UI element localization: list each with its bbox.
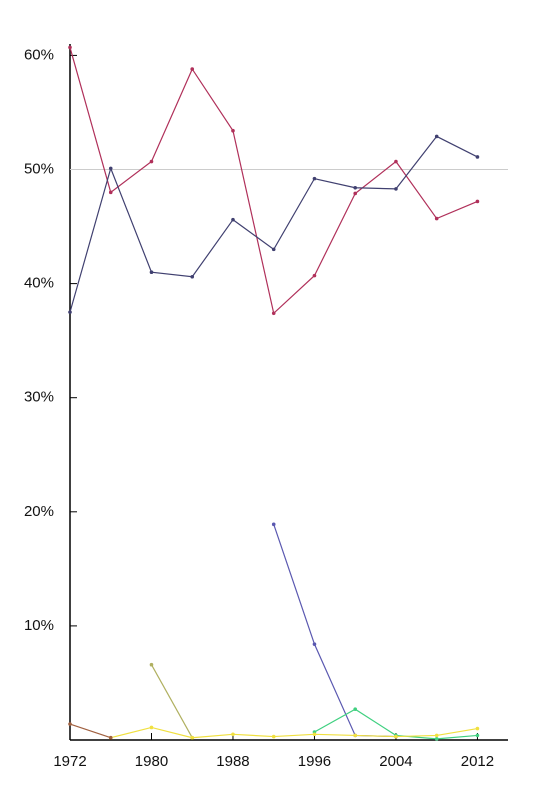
x-tick-label: 2004 bbox=[379, 753, 412, 770]
series-line bbox=[69, 135, 478, 313]
point bbox=[271, 247, 276, 252]
point bbox=[271, 311, 276, 316]
point bbox=[353, 733, 358, 738]
point bbox=[434, 134, 439, 139]
point bbox=[312, 273, 317, 278]
point bbox=[231, 217, 235, 222]
point bbox=[149, 662, 154, 667]
point bbox=[394, 159, 398, 164]
y-tick-label: 60% bbox=[24, 46, 54, 63]
point bbox=[149, 159, 154, 164]
x-tick-label: 1972 bbox=[53, 753, 86, 770]
point bbox=[149, 725, 154, 730]
point bbox=[353, 185, 358, 190]
y-tick-label: 10% bbox=[24, 617, 54, 634]
point bbox=[149, 270, 154, 274]
x-tick-label: 1988 bbox=[216, 753, 249, 770]
point bbox=[68, 45, 72, 50]
y-tick-label: 40% bbox=[24, 275, 54, 292]
point bbox=[475, 155, 480, 159]
series-line bbox=[273, 524, 396, 738]
point bbox=[190, 67, 195, 71]
point bbox=[231, 128, 235, 133]
x-tick-label: 1980 bbox=[135, 753, 168, 770]
point bbox=[394, 734, 398, 739]
point bbox=[108, 735, 113, 740]
point bbox=[353, 191, 358, 196]
point bbox=[312, 642, 317, 646]
series-line bbox=[69, 723, 111, 739]
point bbox=[475, 199, 480, 204]
point bbox=[231, 732, 235, 737]
point bbox=[434, 737, 439, 741]
y-tick-label: 20% bbox=[24, 503, 54, 520]
y-tick-label: 50% bbox=[24, 160, 54, 177]
series-line bbox=[69, 47, 478, 315]
point bbox=[271, 734, 276, 739]
point bbox=[108, 190, 113, 195]
point bbox=[434, 216, 439, 221]
point bbox=[353, 707, 358, 711]
point bbox=[475, 733, 480, 738]
point bbox=[190, 735, 195, 740]
point bbox=[434, 733, 439, 738]
point bbox=[190, 274, 195, 279]
series-line bbox=[150, 664, 193, 739]
point bbox=[394, 187, 398, 191]
point bbox=[312, 732, 317, 737]
y-tick-label: 30% bbox=[24, 389, 54, 406]
point bbox=[108, 166, 113, 171]
series-line bbox=[110, 726, 478, 739]
point bbox=[271, 522, 276, 527]
point bbox=[312, 176, 317, 181]
x-tick-label: 1996 bbox=[298, 753, 331, 770]
point bbox=[68, 310, 72, 314]
point bbox=[68, 722, 72, 726]
x-tick-label: 2012 bbox=[461, 753, 494, 770]
point bbox=[475, 726, 480, 731]
